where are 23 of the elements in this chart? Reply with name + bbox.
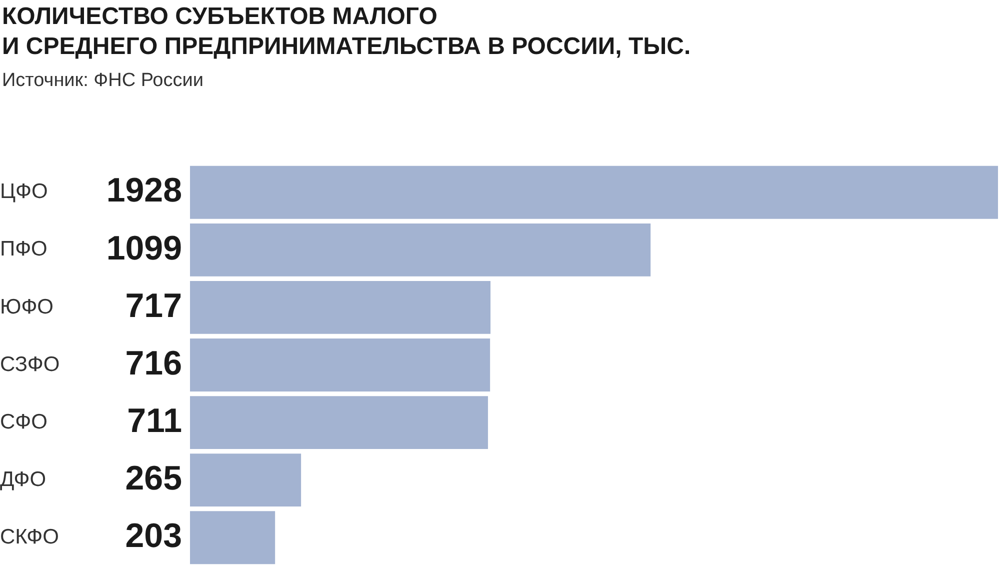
y-tick-label: СКФО (0, 525, 59, 548)
y-tick-label: СЗФО (0, 352, 60, 376)
data-label: 711 (127, 402, 182, 440)
data-label: 717 (125, 286, 182, 325)
bar (190, 338, 490, 392)
bar (190, 511, 276, 564)
chart-title: КОЛИЧЕСТВО СУБЪЕКТОВ МАЛОГО И СРЕДНЕГО ПРЕДПРИНИМАТЕЛЬСТВА В РОССИИ, ТЫС. (2, 2, 691, 62)
y-tick-label: ДФО (0, 468, 46, 491)
y-tick-label: ЦФО (0, 180, 48, 204)
bar (190, 454, 302, 507)
text: Источник: ФНС России (2, 70, 204, 92)
y-tick-label: СФО (0, 410, 48, 434)
data-label: 1099 (106, 229, 182, 268)
data-label: 265 (125, 459, 182, 498)
y-tick-label: ЮФО (0, 295, 54, 318)
data-label: 1928 (106, 172, 182, 210)
y-tick-label: ПФО (0, 238, 48, 261)
bar (190, 396, 488, 450)
bar (190, 280, 490, 334)
bar (190, 166, 998, 219)
data-label: 716 (125, 344, 182, 382)
data-label: 203 (125, 517, 182, 556)
bar (190, 223, 651, 276)
